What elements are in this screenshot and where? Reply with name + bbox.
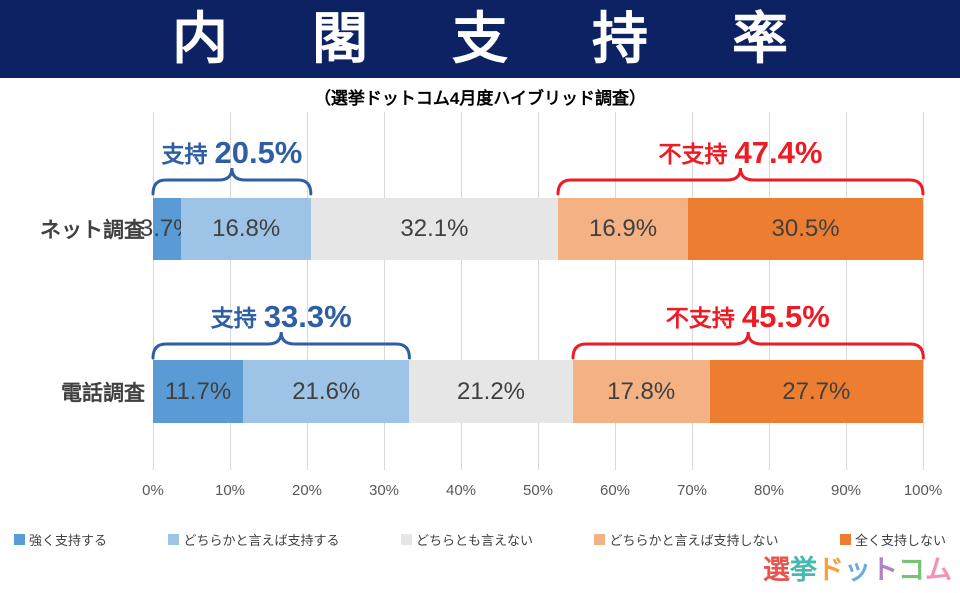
- chart-legend: 強く支持する どちらかと言えば支持する どちらとも言えない どちらかと言えば支持しない…: [14, 530, 946, 549]
- logo-char: ド: [817, 555, 844, 585]
- brace-oppose: [571, 331, 925, 360]
- legend-label: どちらとも言えない: [415, 533, 533, 548]
- legend-swatch: [14, 534, 25, 545]
- bar-value-label: 21.2%: [456, 377, 526, 405]
- x-axis-tick: 30%: [368, 482, 400, 499]
- gridline: [153, 112, 154, 470]
- x-axis-tick: 100%: [903, 482, 943, 499]
- x-axis-tick: 10%: [214, 482, 246, 499]
- x-axis-tick: 0%: [142, 482, 164, 499]
- x-axis-tick: 20%: [291, 482, 323, 499]
- annotation-label: 不支持 45.5%: [666, 282, 830, 332]
- annotation-label: 不支持 47.4%: [659, 118, 823, 168]
- bar-value-label: 30.5%: [771, 215, 840, 242]
- legend-item: どちらかと言えば支持しない: [594, 530, 778, 549]
- x-axis-tick: 90%: [830, 482, 862, 499]
- legend-swatch: [168, 534, 180, 545]
- annotation-value: 47.4%: [734, 135, 823, 170]
- bar-value-label: 16.8%: [212, 215, 281, 242]
- bar-value-label: 21.6%: [292, 377, 361, 405]
- brace-support: [151, 167, 313, 196]
- annotation-value: 45.5%: [741, 299, 830, 334]
- gridline: [692, 112, 693, 470]
- chart-subtitle: （選挙ドットコム4月度ハイブリッド調査）: [313, 89, 647, 108]
- legend-item: どちらかと言えば支持する: [168, 530, 340, 549]
- gridline: [538, 112, 539, 470]
- bar-segment: 11.7%: [153, 360, 244, 423]
- logo-char: ム: [925, 555, 952, 585]
- legend-item: 全く支持しない: [839, 530, 946, 549]
- gridline: [230, 112, 231, 470]
- bar-row: 11.7% 21.6% 21.2% 17.8% 27.7%: [153, 360, 923, 423]
- bar-value-label: 27.7%: [782, 377, 851, 405]
- legend-label: どちらかと言えば支持する: [183, 533, 340, 548]
- logo-char: 選: [763, 555, 790, 585]
- gridline: [615, 112, 616, 470]
- annotation-label: 支持 33.3%: [211, 282, 352, 332]
- gridline: [461, 112, 462, 470]
- title-banner: 内閣支持率: [0, 0, 960, 78]
- legend-label: 強く支持する: [29, 533, 108, 548]
- bar-value-label: 16.9%: [589, 215, 658, 242]
- legend-label: どちらかと言えば支持しない: [609, 533, 779, 548]
- annotation-value: 20.5%: [214, 135, 303, 170]
- bar-value-label: 32.1%: [400, 215, 469, 242]
- x-axis-tick: 60%: [599, 482, 631, 499]
- annotation-value: 33.3%: [263, 299, 352, 334]
- annotation-label: 支持 20.5%: [161, 118, 302, 168]
- x-axis-tick: 40%: [445, 482, 477, 499]
- x-axis-tick: 70%: [676, 482, 708, 499]
- legend-swatch: [839, 534, 851, 545]
- bar-segment: 16.9%: [558, 198, 689, 260]
- senkyo-dotcom-logo: 選挙ドットコム: [763, 554, 952, 586]
- bar-segment: 32.1%: [310, 198, 558, 260]
- legend-swatch: [594, 534, 606, 545]
- bar-segment: 17.8%: [572, 360, 710, 423]
- x-axis-tick: 80%: [753, 482, 785, 499]
- bar-segment: 21.2%: [409, 360, 573, 423]
- logo-char: コ: [898, 555, 925, 585]
- annotation-prefix: 支持: [161, 141, 208, 167]
- bar-value-label: 17.8%: [607, 377, 676, 405]
- bar-segment: 21.6%: [243, 360, 410, 423]
- page-title: 内閣支持率: [172, 7, 872, 70]
- bar-segment: 30.5%: [688, 198, 923, 260]
- brace-support: [151, 331, 411, 360]
- bar-segment: 3.7%: [140, 198, 195, 260]
- gridline: [384, 112, 385, 470]
- gridline: [307, 112, 308, 470]
- annotation-prefix: 不支持: [658, 141, 728, 167]
- logo-char: 挙: [790, 555, 817, 585]
- gridline: [923, 112, 924, 470]
- logo-char: ッ: [844, 555, 871, 585]
- gridline: [846, 112, 847, 470]
- gridline: [769, 112, 770, 470]
- bar-segment: 27.7%: [709, 360, 923, 423]
- bar-segment: 16.8%: [181, 198, 311, 260]
- legend-item: 強く支持する: [14, 530, 107, 549]
- legend-item: どちらとも言えない: [400, 530, 533, 549]
- bar-row: 3.7% 16.8% 32.1% 16.9% 30.5%: [140, 198, 923, 260]
- brace-oppose: [556, 167, 925, 196]
- legend-label: 全く支持しない: [854, 533, 946, 548]
- annotation-prefix: 支持: [210, 305, 257, 331]
- category-label: ネット調査: [40, 219, 145, 242]
- legend-swatch: [400, 534, 412, 545]
- x-axis-tick: 50%: [522, 482, 554, 499]
- logo-char: ト: [871, 555, 898, 585]
- annotation-prefix: 不支持: [665, 305, 735, 331]
- bar-value-label: 11.7%: [164, 377, 232, 405]
- category-label: 電話調査: [61, 381, 145, 405]
